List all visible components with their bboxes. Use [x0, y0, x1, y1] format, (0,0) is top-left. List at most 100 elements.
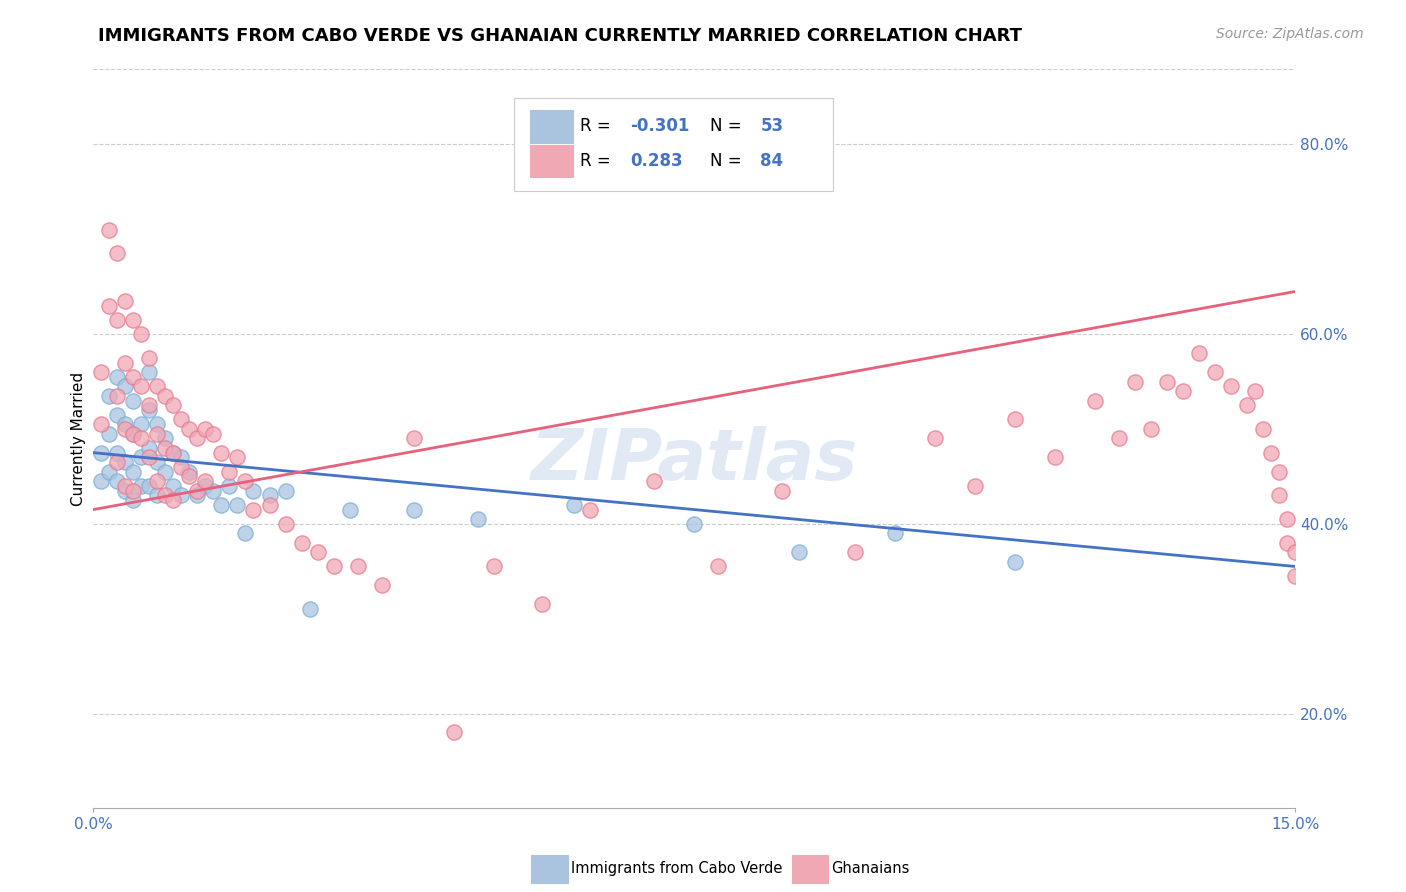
- Point: [1268, 488, 1291, 502]
- Point: [122, 483, 145, 498]
- Point: [146, 379, 169, 393]
- Point: [105, 369, 128, 384]
- Text: Ghanaians: Ghanaians: [831, 862, 910, 876]
- Point: [155, 465, 177, 479]
- Point: [218, 479, 240, 493]
- Point: [402, 432, 425, 446]
- Point: [274, 516, 297, 531]
- Point: [129, 432, 152, 446]
- Point: [1204, 365, 1226, 379]
- Point: [226, 450, 249, 465]
- Point: [562, 498, 585, 512]
- Point: [1268, 465, 1291, 479]
- Point: [162, 493, 184, 508]
- Point: [138, 398, 160, 412]
- Point: [155, 389, 177, 403]
- Point: [290, 536, 312, 550]
- Point: [1043, 450, 1066, 465]
- Point: [122, 426, 145, 441]
- Point: [1260, 445, 1282, 459]
- Point: [114, 417, 136, 432]
- Point: [226, 498, 249, 512]
- Point: [443, 725, 465, 739]
- Point: [105, 474, 128, 488]
- Point: [707, 559, 730, 574]
- Text: 0.283: 0.283: [631, 152, 683, 170]
- Point: [114, 379, 136, 393]
- Point: [114, 479, 136, 493]
- Point: [772, 483, 794, 498]
- Point: [179, 469, 201, 483]
- Point: [122, 465, 145, 479]
- Point: [307, 545, 329, 559]
- Point: [146, 426, 169, 441]
- Point: [90, 365, 112, 379]
- Point: [170, 488, 193, 502]
- Point: [146, 455, 169, 469]
- Point: [105, 246, 128, 260]
- Point: [129, 450, 152, 465]
- Point: [155, 488, 177, 502]
- Point: [146, 488, 169, 502]
- Point: [1277, 512, 1299, 526]
- Point: [482, 559, 505, 574]
- Point: [162, 479, 184, 493]
- Text: ZIPatlas: ZIPatlas: [530, 426, 858, 495]
- Text: 84: 84: [761, 152, 783, 170]
- Point: [209, 498, 232, 512]
- Point: [1108, 432, 1130, 446]
- Point: [194, 474, 217, 488]
- Point: [186, 432, 208, 446]
- Point: [105, 408, 128, 422]
- Point: [179, 465, 201, 479]
- Text: N =: N =: [710, 152, 747, 170]
- Point: [105, 455, 128, 469]
- Point: [346, 559, 368, 574]
- Point: [114, 455, 136, 469]
- Point: [402, 502, 425, 516]
- Point: [98, 223, 121, 237]
- Point: [579, 502, 602, 516]
- Point: [1236, 398, 1258, 412]
- Point: [1253, 422, 1275, 436]
- Point: [162, 445, 184, 459]
- Point: [138, 351, 160, 365]
- Point: [122, 426, 145, 441]
- Point: [155, 441, 177, 455]
- Text: Source: ZipAtlas.com: Source: ZipAtlas.com: [1216, 27, 1364, 41]
- Text: 53: 53: [761, 117, 783, 136]
- Point: [98, 426, 121, 441]
- Point: [1220, 379, 1243, 393]
- Point: [339, 502, 361, 516]
- Point: [138, 365, 160, 379]
- Point: [643, 474, 665, 488]
- Point: [186, 488, 208, 502]
- Point: [1004, 555, 1026, 569]
- Point: [202, 426, 225, 441]
- Text: N =: N =: [710, 117, 747, 136]
- Point: [114, 293, 136, 308]
- Point: [146, 474, 169, 488]
- FancyBboxPatch shape: [515, 98, 832, 191]
- Point: [98, 299, 121, 313]
- Point: [155, 432, 177, 446]
- Point: [963, 479, 986, 493]
- FancyBboxPatch shape: [530, 145, 572, 178]
- Point: [1244, 384, 1267, 398]
- Point: [138, 441, 160, 455]
- Point: [170, 450, 193, 465]
- Point: [98, 465, 121, 479]
- Text: Immigrants from Cabo Verde: Immigrants from Cabo Verde: [571, 862, 782, 876]
- Point: [1284, 545, 1306, 559]
- Point: [138, 450, 160, 465]
- Point: [259, 488, 281, 502]
- Y-axis label: Currently Married: Currently Married: [72, 371, 86, 506]
- Point: [114, 355, 136, 369]
- Text: R =: R =: [581, 152, 621, 170]
- Point: [209, 445, 232, 459]
- Point: [146, 417, 169, 432]
- Point: [1277, 536, 1299, 550]
- Point: [162, 398, 184, 412]
- Point: [122, 313, 145, 327]
- Point: [90, 474, 112, 488]
